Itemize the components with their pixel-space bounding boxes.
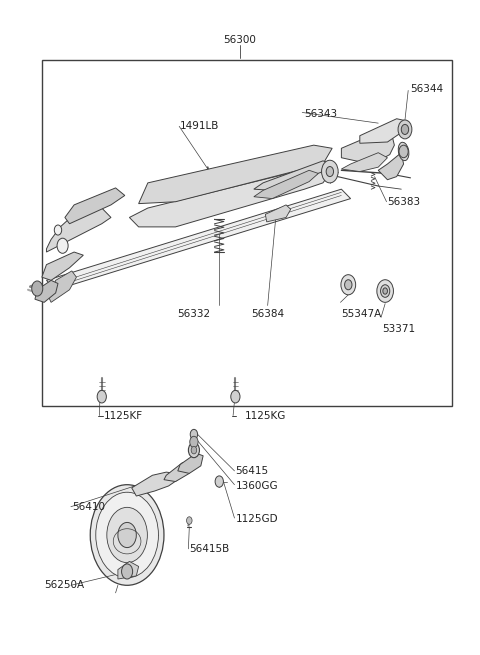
Circle shape <box>57 238 68 253</box>
Polygon shape <box>130 167 332 227</box>
Polygon shape <box>35 280 58 303</box>
Circle shape <box>187 517 192 524</box>
Polygon shape <box>341 132 395 162</box>
Text: 56300: 56300 <box>224 35 256 45</box>
Circle shape <box>401 124 408 134</box>
Circle shape <box>231 390 240 403</box>
Polygon shape <box>118 561 139 579</box>
Text: 53371: 53371 <box>382 324 415 334</box>
Circle shape <box>322 160 338 183</box>
Polygon shape <box>139 145 332 204</box>
Text: 56344: 56344 <box>410 84 444 94</box>
Circle shape <box>54 225 61 235</box>
Circle shape <box>383 288 387 294</box>
Text: 56415: 56415 <box>235 466 268 476</box>
Polygon shape <box>265 205 291 222</box>
Circle shape <box>191 446 197 454</box>
Text: 56250A: 56250A <box>44 580 84 590</box>
Text: 1125GD: 1125GD <box>235 514 278 524</box>
Ellipse shape <box>398 142 409 160</box>
Circle shape <box>190 436 198 447</box>
Circle shape <box>118 523 136 548</box>
Polygon shape <box>65 188 125 224</box>
Circle shape <box>121 564 132 579</box>
Circle shape <box>398 120 412 139</box>
Circle shape <box>345 280 352 290</box>
Polygon shape <box>178 453 203 474</box>
Polygon shape <box>254 170 318 198</box>
Circle shape <box>326 166 334 177</box>
Circle shape <box>90 485 164 586</box>
Polygon shape <box>47 205 111 252</box>
Polygon shape <box>132 472 178 496</box>
Text: 56410: 56410 <box>72 502 105 512</box>
Circle shape <box>96 493 158 578</box>
Text: 1125KG: 1125KG <box>245 411 286 421</box>
Text: 56343: 56343 <box>304 109 337 119</box>
Text: 1360GG: 1360GG <box>235 481 278 491</box>
Text: 1491LB: 1491LB <box>180 121 219 131</box>
Circle shape <box>32 281 43 296</box>
Bar <box>42 60 452 406</box>
Circle shape <box>341 274 356 295</box>
Text: 56383: 56383 <box>387 196 420 207</box>
Circle shape <box>188 443 200 458</box>
Text: 56332: 56332 <box>177 309 211 318</box>
Circle shape <box>107 508 147 563</box>
Text: 56384: 56384 <box>251 309 284 318</box>
Circle shape <box>97 390 107 403</box>
Polygon shape <box>360 119 408 143</box>
Text: 1125KF: 1125KF <box>104 411 143 421</box>
Polygon shape <box>164 462 192 481</box>
Circle shape <box>377 280 394 303</box>
Polygon shape <box>341 153 387 172</box>
Circle shape <box>190 430 198 440</box>
Polygon shape <box>49 271 76 303</box>
Text: 55347A: 55347A <box>341 309 382 318</box>
Polygon shape <box>47 189 350 290</box>
Polygon shape <box>42 252 84 280</box>
Text: 56415B: 56415B <box>189 544 229 554</box>
Circle shape <box>381 285 390 297</box>
Circle shape <box>215 476 223 487</box>
Polygon shape <box>254 161 332 191</box>
Polygon shape <box>378 153 404 179</box>
Circle shape <box>399 145 408 158</box>
